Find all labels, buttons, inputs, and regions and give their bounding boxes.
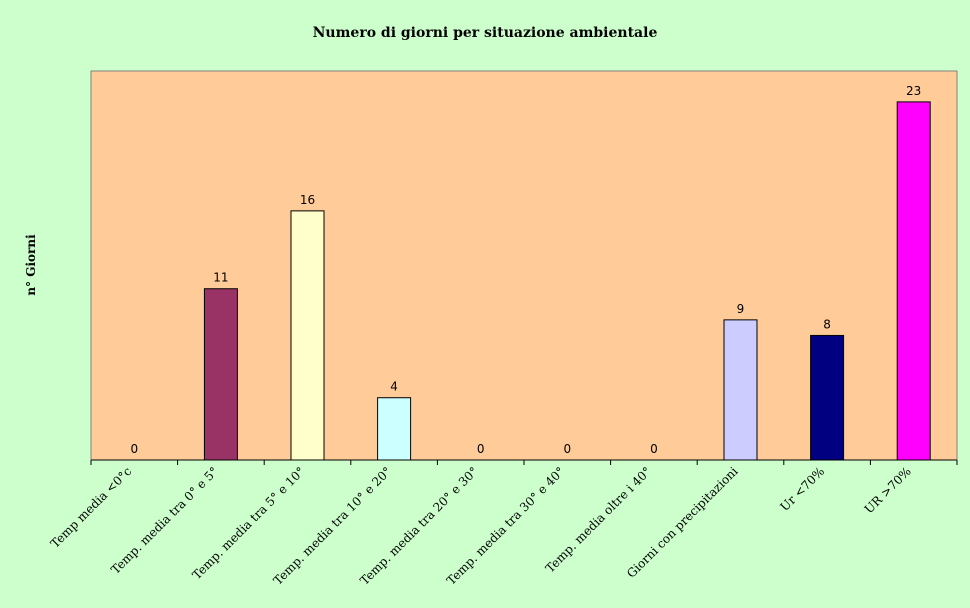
data-label: 0 bbox=[130, 442, 138, 456]
bar bbox=[377, 397, 412, 461]
data-label: 16 bbox=[300, 193, 315, 207]
data-label: 8 bbox=[823, 317, 831, 331]
data-label: 0 bbox=[563, 442, 571, 456]
y-axis-label: n° Giorni bbox=[24, 234, 38, 296]
bar bbox=[810, 334, 845, 461]
data-label: 23 bbox=[906, 84, 921, 98]
chart-title: Numero di giorni per situazione ambienta… bbox=[313, 25, 658, 41]
bar bbox=[290, 210, 325, 461]
bar bbox=[723, 319, 758, 461]
bar bbox=[896, 101, 931, 461]
data-label: 4 bbox=[390, 380, 398, 394]
data-label: 11 bbox=[213, 271, 228, 285]
data-label: 0 bbox=[650, 442, 658, 456]
bar bbox=[203, 288, 238, 461]
data-label: 0 bbox=[477, 442, 485, 456]
data-label: 9 bbox=[737, 302, 745, 316]
